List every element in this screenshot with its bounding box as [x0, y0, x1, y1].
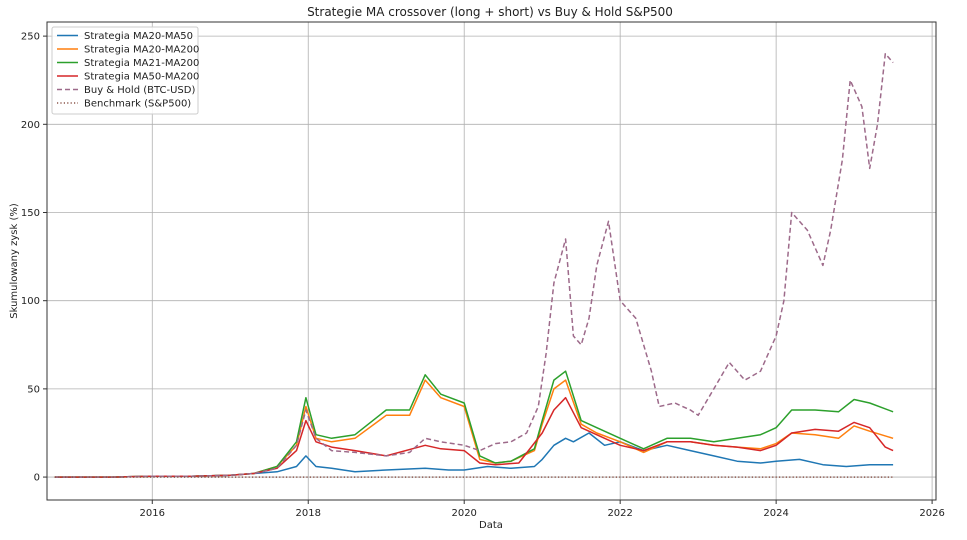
- legend-label: Strategia MA21-MA200: [84, 58, 199, 69]
- x-tick-label: 2026: [919, 508, 944, 519]
- series-line-5: [54, 52, 894, 478]
- x-tick-label: 2022: [607, 508, 632, 519]
- axis-ticks: 2016 2018 2020 2022 2024 2026 0 50 100 150 200 250: [21, 32, 945, 519]
- legend-label: Benchmark (S&P500): [84, 99, 191, 110]
- y-tick-label: 100: [21, 296, 40, 307]
- y-axis-label: Skumulowany zysk (%): [9, 203, 20, 319]
- y-tick-label: 150: [21, 208, 40, 219]
- series-line-1: [54, 432, 894, 478]
- y-tick-label: 250: [21, 32, 40, 43]
- y-tick-label: 50: [27, 384, 40, 395]
- y-tick-label: 200: [21, 120, 40, 131]
- legend-label: Strategia MA20-MA200: [84, 45, 199, 56]
- series-line-4: [54, 396, 894, 478]
- plot-area-frame: [46, 21, 937, 501]
- chart-title: Strategie MA crossover (long + short) vs…: [307, 5, 673, 19]
- x-axis-label: Data: [479, 520, 503, 531]
- legend-label: Buy & Hold (BTC-USD): [84, 85, 195, 96]
- legend: Strategia MA20-MA50 Strategia MA20-MA200 S…: [51, 26, 199, 115]
- x-tick-label: 2020: [451, 508, 476, 519]
- legend-label: Strategia MA20-MA50: [84, 31, 193, 42]
- x-tick-label: 2018: [296, 508, 321, 519]
- legend-box: [51, 26, 199, 115]
- legend-label: Strategia MA50-MA200: [84, 72, 199, 83]
- y-tick-label: 0: [34, 473, 40, 484]
- x-tick-label: 2016: [140, 508, 165, 519]
- series-line-2: [54, 379, 894, 478]
- series-lines: [54, 52, 894, 478]
- x-tick-label: 2024: [763, 508, 788, 519]
- series-line-3: [54, 370, 894, 478]
